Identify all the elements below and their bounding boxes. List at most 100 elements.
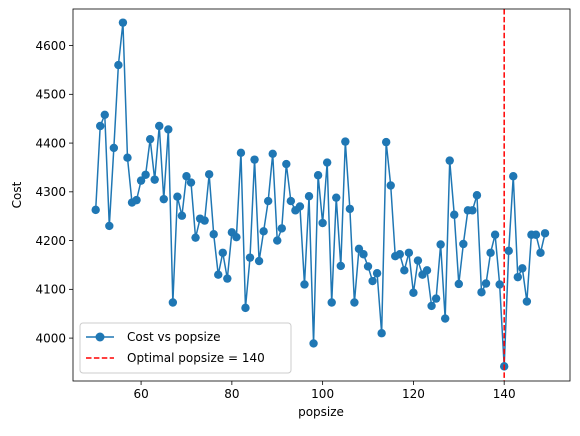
x-axis-label: popsize — [298, 405, 344, 419]
data-point — [445, 156, 454, 165]
data-point — [191, 233, 200, 242]
data-point — [91, 205, 100, 215]
data-point — [440, 314, 450, 323]
data-point — [200, 216, 209, 225]
x-tick-label: 140 — [493, 387, 516, 401]
data-point — [123, 153, 132, 162]
y-tick-label: 4100 — [35, 283, 66, 297]
data-point — [109, 143, 119, 153]
data-point — [277, 224, 286, 233]
legend-marker-swatch — [95, 332, 105, 342]
data-point — [114, 60, 123, 70]
data-point — [450, 210, 459, 219]
data-point — [182, 172, 191, 181]
x-axis: 60 80 100 120 140 — [133, 381, 516, 401]
data-point — [436, 240, 445, 249]
y-tick-label: 4300 — [35, 185, 66, 199]
data-point — [381, 137, 391, 147]
data-point — [173, 192, 182, 201]
data-point — [481, 279, 491, 288]
data-point — [322, 158, 332, 167]
data-point — [318, 218, 327, 228]
data-point — [186, 178, 196, 187]
data-point — [518, 264, 527, 273]
data-point — [427, 301, 436, 311]
data-point — [223, 274, 232, 283]
x-tick-label: 120 — [402, 387, 425, 401]
y-tick-label: 4200 — [35, 234, 66, 248]
data-point — [386, 181, 395, 190]
data-point — [304, 192, 314, 201]
data-point — [282, 159, 291, 169]
y-tick-label: 4500 — [35, 88, 66, 102]
data-point — [513, 272, 522, 282]
data-point — [132, 195, 141, 205]
legend-label-cost: Cost vs popsize — [127, 330, 221, 344]
data-point — [236, 148, 246, 158]
y-tick-label: 4600 — [35, 39, 66, 53]
data-point — [404, 248, 414, 257]
data-point — [454, 279, 463, 289]
data-point — [263, 196, 273, 206]
data-point — [155, 121, 164, 131]
x-tick-label: 80 — [224, 387, 239, 401]
y-axis-label: Cost — [10, 181, 24, 208]
data-point — [359, 250, 368, 259]
data-point — [422, 266, 432, 275]
data-point — [150, 175, 159, 184]
data-point — [100, 110, 109, 120]
data-point — [286, 196, 296, 206]
legend-label-optimal: Optimal popsize = 140 — [127, 351, 265, 365]
data-point — [177, 211, 187, 220]
x-tick-label: 60 — [133, 387, 148, 401]
data-point — [409, 288, 418, 297]
data-point — [300, 280, 309, 289]
data-point — [368, 276, 377, 286]
y-tick-label: 4000 — [35, 331, 66, 345]
data-point — [400, 266, 409, 275]
data-point — [136, 176, 146, 185]
data-point — [164, 125, 173, 134]
data-point — [295, 202, 305, 211]
data-point — [431, 294, 441, 303]
data-point — [363, 262, 373, 271]
data-point — [313, 171, 323, 180]
data-point — [495, 280, 504, 289]
data-point — [268, 149, 277, 158]
data-point — [336, 261, 345, 271]
legend: Cost vs popsize Optimal popsize = 140 — [79, 322, 292, 374]
data-point — [218, 248, 227, 257]
data-point — [309, 339, 318, 348]
data-point — [372, 269, 382, 278]
plot-layer — [91, 9, 550, 381]
data-point — [241, 303, 250, 313]
data-point — [245, 253, 255, 262]
data-point — [118, 18, 128, 27]
data-point — [159, 194, 168, 204]
data-point — [536, 248, 545, 257]
data-point — [531, 230, 541, 239]
data-point — [145, 134, 155, 144]
data-point — [327, 298, 336, 307]
data-point — [395, 250, 404, 259]
data-point — [477, 288, 486, 297]
data-point — [413, 256, 423, 265]
legend-box — [79, 322, 292, 374]
data-point — [509, 172, 518, 181]
data-point — [341, 137, 350, 146]
data-point — [209, 230, 218, 239]
data-point — [254, 256, 264, 266]
data-point — [273, 236, 282, 245]
data-point — [214, 270, 223, 279]
plot-area-frame — [72, 8, 571, 382]
data-point — [259, 227, 268, 236]
data-point — [105, 221, 114, 231]
data-point — [522, 297, 532, 306]
x-tick-label: 100 — [311, 387, 334, 401]
data-point — [332, 193, 341, 202]
data-point — [168, 298, 178, 307]
data-point — [350, 298, 359, 307]
data-point — [204, 170, 214, 179]
data-point — [250, 155, 259, 164]
